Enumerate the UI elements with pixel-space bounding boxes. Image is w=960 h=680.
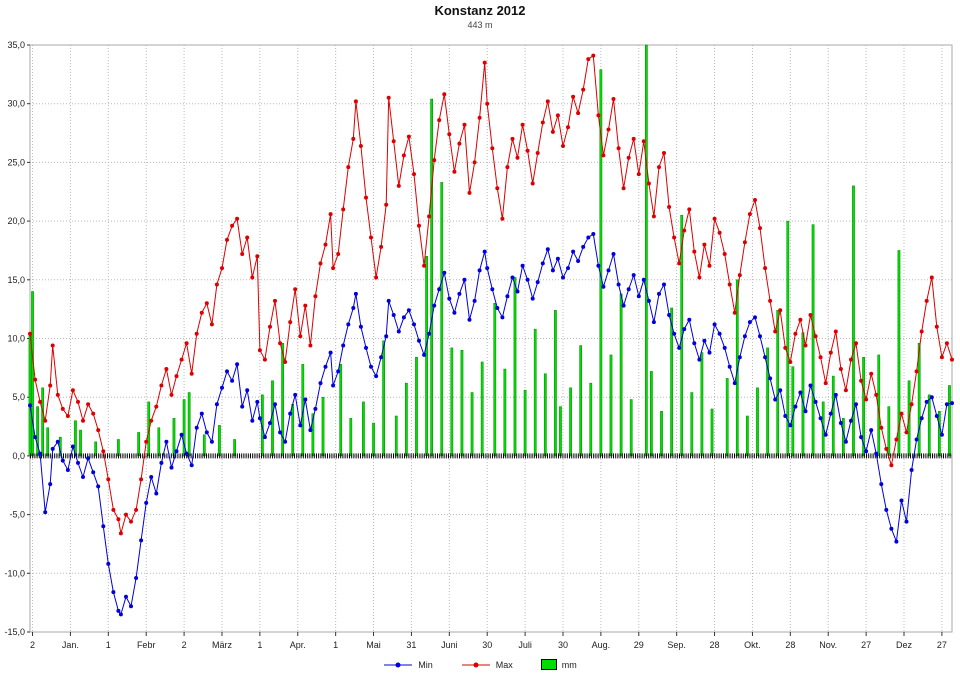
svg-text:15,0: 15,0 xyxy=(7,275,25,285)
legend-min-label: Min xyxy=(418,659,433,670)
chart-title: Konstanz 2012 xyxy=(434,3,526,18)
svg-text:0,0: 0,0 xyxy=(12,451,25,461)
min-series xyxy=(28,232,954,617)
max-series xyxy=(28,53,954,536)
svg-text:30: 30 xyxy=(482,640,492,650)
grid-lines xyxy=(30,44,952,633)
svg-text:-15,0: -15,0 xyxy=(4,627,25,637)
svg-text:Okt.: Okt. xyxy=(744,640,761,650)
svg-text:27: 27 xyxy=(937,640,947,650)
svg-text:20,0: 20,0 xyxy=(7,216,25,226)
svg-text:Aug.: Aug. xyxy=(592,640,611,650)
svg-text:Dez: Dez xyxy=(896,640,913,650)
svg-text:Jan.: Jan. xyxy=(62,640,79,650)
legend-mm-label: mm xyxy=(561,659,577,670)
legend-item-min: Min xyxy=(383,660,433,670)
svg-text:Juli: Juli xyxy=(518,640,532,650)
svg-text:Febr: Febr xyxy=(137,640,156,650)
legend-item-max: Max xyxy=(461,660,513,670)
svg-text:28: 28 xyxy=(785,640,795,650)
min-line-icon xyxy=(384,662,413,667)
chart-legend: Min Max mm xyxy=(0,659,960,670)
x-axis-labels: 2 Jan. 1 Febr 2 März 1 Apr. 1 Mai 31 Juni 30 Juli 30 Au… xyxy=(30,632,947,650)
svg-text:27: 27 xyxy=(861,640,871,650)
svg-text:März: März xyxy=(212,640,232,650)
svg-text:2: 2 xyxy=(30,640,35,650)
svg-text:-10,0: -10,0 xyxy=(4,568,25,578)
y-axis-labels: -15,0 -10,0 -5,0 0,0 5,0 10,0 15,0 20,0 25,0 30,0… xyxy=(4,40,30,637)
svg-text:35,0: 35,0 xyxy=(7,40,25,50)
svg-text:Nov.: Nov. xyxy=(819,640,837,650)
svg-text:Apr.: Apr. xyxy=(290,640,306,650)
svg-text:1: 1 xyxy=(106,640,111,650)
svg-text:2: 2 xyxy=(182,640,187,650)
max-line-icon xyxy=(461,662,490,667)
chart-subtitle: 443 m xyxy=(467,20,493,30)
svg-text:30: 30 xyxy=(558,640,568,650)
svg-text:31: 31 xyxy=(406,640,416,650)
svg-text:28: 28 xyxy=(710,640,720,650)
svg-text:1: 1 xyxy=(333,640,338,650)
legend-item-mm: mm xyxy=(540,659,577,670)
precipitation-swatch-icon xyxy=(540,659,557,670)
svg-text:Mai: Mai xyxy=(366,640,381,650)
svg-text:30,0: 30,0 xyxy=(7,99,25,109)
svg-text:1: 1 xyxy=(257,640,262,650)
precip-bars xyxy=(28,44,951,457)
svg-text:Sep.: Sep. xyxy=(667,640,686,650)
svg-text:29: 29 xyxy=(634,640,644,650)
legend-max-label: Max xyxy=(495,659,513,670)
temperature-precipitation-plot: -15,0 -10,0 -5,0 0,0 5,0 10,0 15,0 20,0 25,0 30,0… xyxy=(4,40,954,650)
svg-text:5,0: 5,0 xyxy=(12,392,25,402)
svg-text:10,0: 10,0 xyxy=(7,334,25,344)
svg-text:25,0: 25,0 xyxy=(7,157,25,167)
svg-text:Juni: Juni xyxy=(441,640,458,650)
svg-text:-5,0: -5,0 xyxy=(9,510,25,520)
